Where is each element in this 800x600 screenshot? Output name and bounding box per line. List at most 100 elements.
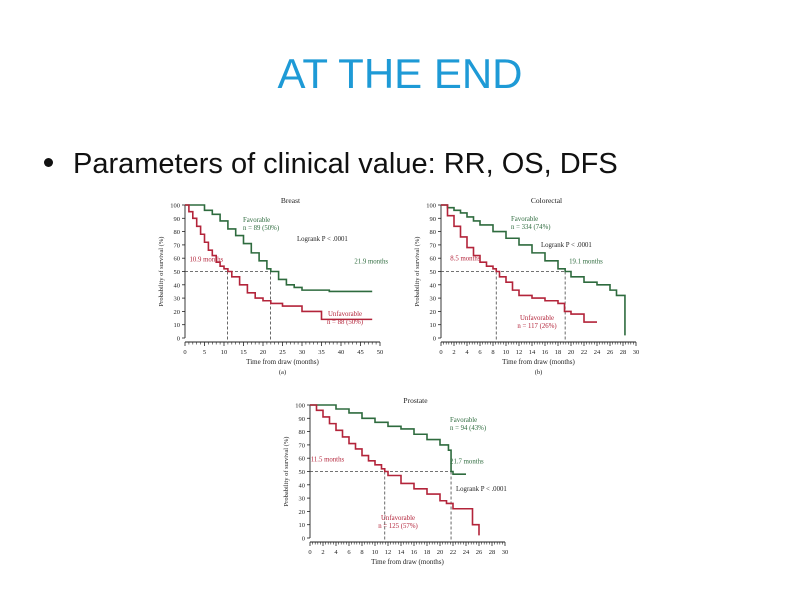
y-tick-label: 80 <box>174 229 181 236</box>
x-tick-label: 6 <box>347 549 351 556</box>
series-name-label: Unfavorable <box>328 311 362 318</box>
y-tick-label: 100 <box>170 203 180 210</box>
x-tick-label: 28 <box>620 349 627 356</box>
x-axis-label: Time from draw (months) <box>246 358 319 366</box>
y-tick-label: 30 <box>430 296 437 303</box>
y-tick-label: 100 <box>426 203 436 210</box>
x-tick-label: 30 <box>633 349 640 356</box>
series-n-label: n = 125 (57%) <box>378 523 418 530</box>
median-label: 11.5 months <box>311 457 345 464</box>
y-tick-label: 10 <box>430 322 437 329</box>
median-label: 8.5 months <box>450 256 481 263</box>
y-tick-label: 0 <box>302 536 305 543</box>
y-axis-label: Probability of survival (%) <box>283 437 290 507</box>
y-axis-label: Probability of survival (%) <box>158 237 165 307</box>
x-tick-label: 26 <box>476 549 483 556</box>
y-tick-label: 80 <box>299 429 306 436</box>
x-tick-label: 18 <box>424 549 431 556</box>
y-tick-label: 50 <box>299 469 306 476</box>
y-tick-label: 70 <box>174 242 181 249</box>
y-tick-label: 30 <box>174 296 181 303</box>
chart-title: Breast <box>281 196 301 205</box>
x-tick-label: 2 <box>452 349 455 356</box>
x-tick-label: 24 <box>463 549 470 556</box>
y-tick-label: 60 <box>430 256 437 263</box>
x-tick-label: 10 <box>372 549 379 556</box>
survival-curve-unfavorable <box>185 204 373 321</box>
y-tick-label: 40 <box>430 282 437 289</box>
x-tick-label: 30 <box>299 349 306 356</box>
chart-title: Colorectal <box>531 196 562 205</box>
x-tick-label: 25 <box>279 349 286 356</box>
x-tick-label: 16 <box>542 349 549 356</box>
x-tick-label: 10 <box>503 349 510 356</box>
x-tick-label: 0 <box>183 349 186 356</box>
breast-survival-chart: 0 10 20 30 40 50 60 70 80 90 100 0 5 10 15 20 25 30 35 40 45… <box>158 196 388 376</box>
median-label: 10.9 months <box>190 257 224 264</box>
y-tick-label: 80 <box>430 229 437 236</box>
y-tick-label: 70 <box>430 242 437 249</box>
y-tick-label: 50 <box>430 269 437 276</box>
y-tick-label: 90 <box>299 416 306 423</box>
x-tick-label: 20 <box>568 349 575 356</box>
y-tick-label: 60 <box>174 256 181 263</box>
x-tick-label: 5 <box>203 349 206 356</box>
x-tick-label: 8 <box>491 349 494 356</box>
logrank-label: Logrank P < .0001 <box>541 242 592 249</box>
y-tick-label: 50 <box>174 269 181 276</box>
y-tick-label: 30 <box>299 496 306 503</box>
y-tick-label: 60 <box>299 456 306 463</box>
median-label: 21.7 months <box>450 459 484 466</box>
x-tick-label: 16 <box>411 549 418 556</box>
x-tick-label: 35 <box>318 349 325 356</box>
x-tick-label: 10 <box>221 349 228 356</box>
median-label: 19.1 months <box>569 259 603 266</box>
chart-caption: (b) <box>535 369 543 376</box>
x-tick-label: 40 <box>338 349 345 356</box>
y-tick-label: 70 <box>299 442 306 449</box>
series-n-label: n = 94 (43%) <box>450 425 486 432</box>
x-axis-label: Time from draw (months) <box>371 558 444 566</box>
x-tick-label: 2 <box>321 549 324 556</box>
series-name-label: Favorable <box>243 217 270 224</box>
bullet-text: Parameters of clinical value: RR, OS, DF… <box>73 148 618 180</box>
series-name-label: Favorable <box>450 417 477 424</box>
x-tick-label: 8 <box>360 549 363 556</box>
x-tick-label: 4 <box>334 549 338 556</box>
y-tick-label: 90 <box>174 216 181 223</box>
y-tick-label: 10 <box>174 322 181 329</box>
series-n-label: n = 117 (26%) <box>517 323 556 330</box>
x-tick-label: 22 <box>581 349 588 356</box>
y-tick-label: 20 <box>299 509 306 516</box>
x-tick-label: 18 <box>555 349 562 356</box>
x-tick-label: 15 <box>240 349 247 356</box>
y-tick-label: 40 <box>174 282 181 289</box>
x-tick-label: 26 <box>607 349 614 356</box>
slide-title: AT THE END <box>277 50 523 97</box>
y-tick-label: 20 <box>174 309 181 316</box>
x-tick-label: 14 <box>529 349 536 356</box>
y-tick-label: 10 <box>299 522 306 529</box>
series-n-label: n = 88 (50%) <box>327 319 363 326</box>
x-tick-label: 0 <box>439 349 442 356</box>
chart-title: Prostate <box>403 396 428 405</box>
y-tick-label: 0 <box>177 336 180 343</box>
series-name-label: Unfavorable <box>520 315 554 322</box>
x-tick-label: 22 <box>450 549 457 556</box>
x-tick-label: 12 <box>516 349 523 356</box>
x-tick-label: 20 <box>437 549 444 556</box>
series-name-label: Favorable <box>511 216 538 223</box>
median-label: 21.9 months <box>354 259 388 266</box>
x-tick-label: 30 <box>502 549 509 556</box>
x-tick-label: 24 <box>594 349 601 356</box>
x-tick-label: 20 <box>260 349 267 356</box>
logrank-label: Logrank P < .0001 <box>297 236 348 243</box>
y-tick-label: 90 <box>430 216 437 223</box>
survival-curve-unfavorable <box>310 404 480 536</box>
x-tick-label: 50 <box>377 349 384 356</box>
y-tick-label: 100 <box>295 403 305 410</box>
x-axis-label: Time from draw (months) <box>502 358 575 366</box>
x-tick-label: 6 <box>478 349 482 356</box>
